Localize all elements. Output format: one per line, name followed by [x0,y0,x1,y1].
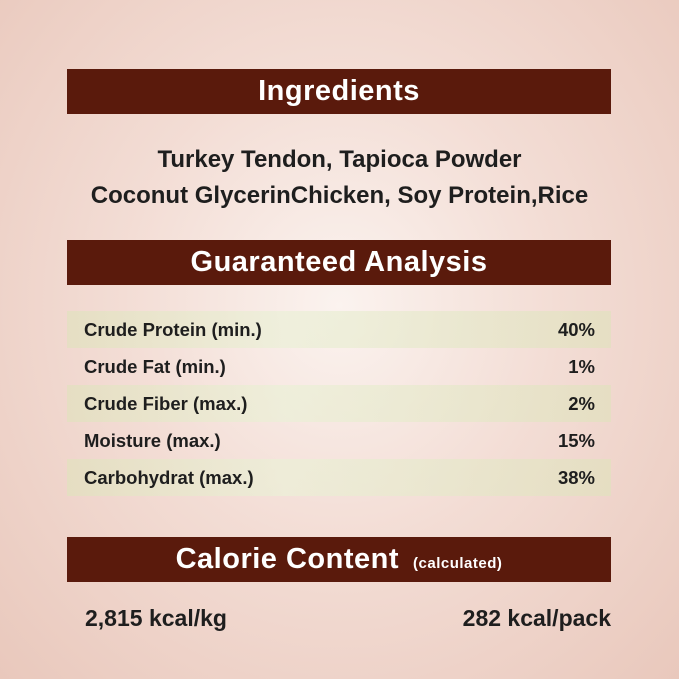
analysis-row: Moisture (max.) 15% [67,422,611,459]
calorie-per-kg: 2,815 kcal/kg [85,605,227,631]
row-label: Crude Protein (min.) [84,318,262,340]
row-value: 40% [557,318,595,340]
row-value: 38% [557,466,595,488]
row-value: 2% [568,392,595,414]
ingredients-line: Turkey Tendon, Tapioca Powder [157,146,522,173]
analysis-title: Guaranteed Analysis [190,246,488,278]
calorie-per-pack: 282 kcal/pack [462,605,611,631]
analysis-row: Crude Fiber (max.) 2% [67,385,611,422]
row-label: Crude Fat (min.) [84,355,226,377]
analysis-banner: Guaranteed Analysis [67,240,611,285]
analysis-row: Carbohydrat (max.) 38% [67,459,611,496]
analysis-row: Crude Fat (min.) 1% [67,348,611,385]
calorie-title: Calorie Content [175,543,400,575]
ingredients-title: Ingredients [258,75,420,107]
ingredients-line: Coconut GlycerinChicken, Soy Protein,Ric… [90,182,589,209]
analysis-row: Crude Protein (min.) 40% [67,311,611,348]
row-value: 15% [557,429,595,451]
row-value: 1% [568,355,595,377]
calorie-note: (calculated) [413,555,503,572]
row-label: Moisture (max.) [84,429,221,451]
row-label: Carbohydrat (max.) [84,466,254,488]
ingredients-banner: Ingredients [67,69,611,114]
row-label: Crude Fiber (max.) [84,392,248,414]
calorie-banner: Calorie Content (calculated) [67,537,611,582]
